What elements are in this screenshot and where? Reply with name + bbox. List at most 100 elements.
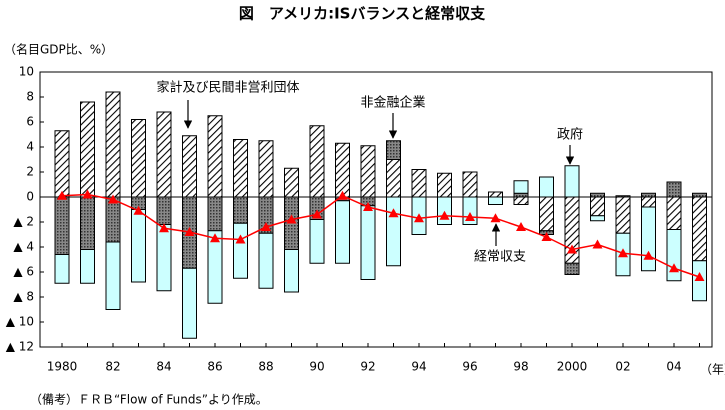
line-marker bbox=[490, 213, 501, 223]
x-tick-label: 86 bbox=[207, 360, 222, 374]
bar-segment bbox=[284, 167, 299, 198]
bar-segment bbox=[131, 119, 146, 198]
y-tick-label: 0 bbox=[26, 190, 34, 204]
bar-segment bbox=[207, 115, 223, 198]
x-axis-label: （年） bbox=[700, 363, 725, 377]
line-marker bbox=[57, 190, 67, 200]
x-tick-label: 98 bbox=[513, 360, 528, 374]
y-tick-label: 10 bbox=[19, 65, 34, 79]
bar-segment bbox=[182, 267, 197, 339]
bar-segment bbox=[156, 196, 172, 225]
bar-segment bbox=[666, 181, 682, 198]
y-tick-label: ▲ 10 bbox=[6, 315, 34, 329]
bar-segment bbox=[386, 159, 401, 198]
line-marker bbox=[388, 208, 399, 218]
bar-segment bbox=[105, 196, 121, 243]
bar-segment bbox=[54, 196, 70, 255]
series-label: 非金融企業 bbox=[360, 95, 425, 111]
line-marker bbox=[286, 214, 297, 224]
line-marker bbox=[465, 212, 475, 221]
bar-segment bbox=[641, 192, 656, 198]
line-marker bbox=[643, 250, 654, 260]
line-marker bbox=[337, 190, 348, 200]
x-tick-label: 82 bbox=[105, 360, 120, 374]
x-tick-label: 1980 bbox=[47, 360, 78, 374]
line-marker bbox=[159, 223, 169, 233]
bar-segment bbox=[692, 196, 707, 262]
bar-segment bbox=[386, 196, 401, 267]
bar-segment bbox=[80, 101, 95, 198]
x-tick-label: 2000 bbox=[557, 360, 588, 374]
bar-segment bbox=[615, 196, 631, 234]
bar-segment bbox=[131, 209, 146, 283]
bar-segment bbox=[488, 196, 503, 205]
chart-title: 図 アメリカ:ISバランスと経常収支 bbox=[239, 5, 486, 23]
bar-segment bbox=[233, 196, 248, 224]
line-marker bbox=[414, 213, 424, 223]
bar-segment bbox=[233, 222, 248, 279]
bar-segment bbox=[590, 196, 605, 217]
bar-segment bbox=[666, 229, 682, 282]
bar-segment bbox=[564, 165, 580, 198]
line-marker bbox=[694, 272, 705, 281]
bar-segment bbox=[309, 219, 325, 264]
line-marker bbox=[82, 189, 93, 199]
bar-segment bbox=[335, 200, 350, 264]
line-marker bbox=[261, 222, 271, 231]
y-tick-label: 6 bbox=[26, 115, 34, 129]
bar-segment bbox=[360, 205, 376, 280]
y-tick-label: 8 bbox=[26, 90, 34, 104]
bar-segment bbox=[539, 196, 554, 232]
x-tick-label: 92 bbox=[360, 360, 375, 374]
y-tick-label: ▲ 4 bbox=[13, 240, 34, 254]
bar-segment bbox=[156, 224, 172, 292]
y-tick-label: ▲ 6 bbox=[13, 265, 34, 279]
bar-segment bbox=[54, 130, 70, 198]
bar-segment bbox=[539, 176, 554, 198]
line-marker bbox=[669, 263, 679, 273]
line-marker bbox=[312, 209, 322, 219]
note: （備考）ＦＲＢ“Flow of Funds”より作成。 bbox=[30, 392, 268, 407]
bar-segment bbox=[207, 230, 223, 304]
bar-segment bbox=[80, 249, 95, 284]
y-tick-label: ▲ 12 bbox=[6, 340, 34, 354]
x-tick-label: 96 bbox=[462, 360, 477, 374]
line-marker bbox=[210, 233, 220, 243]
bar-segment bbox=[105, 241, 121, 310]
line-series bbox=[61, 193, 700, 278]
x-tick-label: 94 bbox=[411, 360, 426, 374]
bar-segment bbox=[284, 249, 299, 293]
bar-segment bbox=[513, 180, 529, 194]
bar-segment bbox=[411, 169, 427, 198]
line-marker bbox=[439, 210, 450, 220]
bar-segment bbox=[80, 196, 95, 250]
line-marker bbox=[363, 202, 373, 211]
bar-segment bbox=[309, 125, 325, 198]
line-marker bbox=[618, 248, 628, 258]
line-marker bbox=[235, 234, 246, 244]
bar-segment bbox=[54, 254, 70, 284]
bar-segment bbox=[513, 192, 529, 198]
series-label: 政府 bbox=[557, 128, 583, 143]
plot-frame bbox=[39, 71, 713, 348]
x-tick-label: 88 bbox=[258, 360, 273, 374]
series-label: 家計及び民間非営利団体 bbox=[156, 80, 299, 96]
bar-segment bbox=[207, 196, 223, 232]
bar-segment bbox=[182, 135, 197, 198]
bar-segment bbox=[258, 232, 274, 289]
bar-segment bbox=[641, 206, 656, 272]
x-tick-label: 84 bbox=[156, 360, 171, 374]
line-marker bbox=[133, 205, 144, 215]
bar-segment bbox=[233, 139, 248, 198]
bar-segment bbox=[564, 262, 580, 275]
bar-segment bbox=[386, 140, 401, 160]
bar-segment bbox=[462, 171, 478, 198]
bar-segment bbox=[437, 172, 452, 198]
line-marker bbox=[516, 222, 526, 231]
bar-segment bbox=[360, 145, 376, 198]
bar-segment bbox=[666, 196, 682, 230]
bar-segment bbox=[335, 142, 350, 198]
line-marker bbox=[567, 244, 577, 254]
y-tick-label: ▲ 8 bbox=[13, 290, 34, 304]
